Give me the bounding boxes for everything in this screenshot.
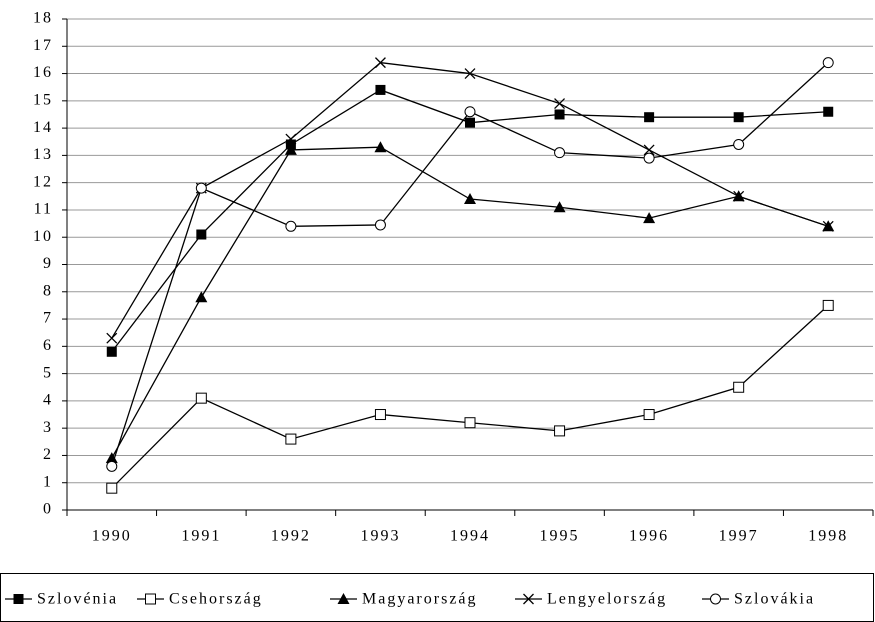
x-tick-label: 1991	[181, 528, 221, 545]
y-tick-label: 10	[33, 228, 53, 245]
y-tick-label: 9	[43, 255, 53, 272]
marker	[643, 212, 656, 224]
x-tick-label: 1994	[450, 528, 490, 545]
y-tick-label: 16	[33, 64, 53, 81]
y-tick-label: 11	[34, 201, 53, 218]
marker	[822, 299, 834, 311]
marker	[106, 346, 117, 357]
marker	[284, 143, 297, 155]
y-tick-label: 7	[43, 310, 53, 327]
marker	[554, 109, 565, 120]
y-tick-label: 4	[43, 392, 53, 409]
marker	[337, 593, 350, 604]
series-line	[111, 304, 829, 489]
marker	[464, 417, 476, 429]
legend-label: Csehország	[169, 591, 263, 608]
x-tick-label: 1990	[92, 528, 132, 545]
marker	[733, 112, 744, 123]
marker	[374, 219, 386, 231]
y-tick-label: 17	[33, 37, 53, 54]
marker	[106, 460, 118, 472]
series-line	[111, 89, 829, 353]
marker	[733, 190, 745, 202]
marker	[285, 433, 297, 445]
marker	[285, 133, 297, 145]
marker	[733, 381, 745, 393]
marker	[644, 112, 655, 123]
x-tick-label: 1996	[629, 528, 669, 545]
y-tick-label: 0	[43, 501, 53, 518]
marker	[823, 106, 834, 117]
y-tick-label: 13	[33, 146, 53, 163]
marker	[710, 593, 721, 605]
marker	[106, 482, 118, 494]
y-tick-label: 3	[43, 419, 53, 436]
marker	[554, 98, 566, 110]
y-tick-label: 14	[33, 119, 53, 136]
marker	[822, 57, 834, 69]
marker	[523, 593, 534, 605]
marker	[554, 147, 566, 159]
marker	[106, 332, 118, 344]
marker	[145, 593, 156, 605]
x-tick-label: 1998	[808, 528, 848, 545]
marker	[553, 201, 566, 213]
marker	[465, 117, 475, 128]
x-tick-label: 1997	[719, 528, 759, 545]
marker	[374, 57, 386, 69]
y-tick-label: 2	[43, 446, 53, 463]
marker	[554, 425, 566, 437]
marker	[195, 291, 208, 303]
marker	[285, 220, 297, 232]
marker	[464, 106, 476, 118]
x-tick-label: 1995	[540, 528, 580, 545]
marker	[643, 144, 655, 156]
x-tick-label: 1993	[360, 528, 400, 545]
y-tick-label: 6	[43, 337, 53, 354]
x-tick-label: 1992	[271, 528, 311, 545]
legend-label: Szlovákia	[734, 591, 815, 608]
marker	[195, 392, 207, 404]
legend-label: Szlovénia	[37, 591, 118, 608]
y-tick-label: 1	[43, 473, 53, 490]
marker	[464, 68, 476, 80]
y-tick-label: 5	[43, 364, 53, 381]
y-tick-label: 15	[33, 92, 53, 109]
marker	[105, 452, 118, 464]
marker	[822, 220, 834, 232]
marker	[374, 141, 387, 153]
marker	[733, 138, 745, 150]
legend-label: Magyarország	[362, 591, 478, 608]
legend-label: Lengyelország	[547, 591, 667, 608]
y-tick-label: 12	[33, 173, 53, 190]
marker	[195, 182, 207, 194]
marker	[643, 152, 655, 164]
marker	[196, 229, 207, 240]
marker	[375, 84, 386, 95]
y-tick-label: 8	[43, 282, 53, 299]
y-tick-label: 18	[33, 10, 53, 27]
marker	[13, 594, 24, 604]
marker	[643, 409, 655, 421]
marker	[464, 193, 476, 205]
marker	[374, 409, 386, 421]
